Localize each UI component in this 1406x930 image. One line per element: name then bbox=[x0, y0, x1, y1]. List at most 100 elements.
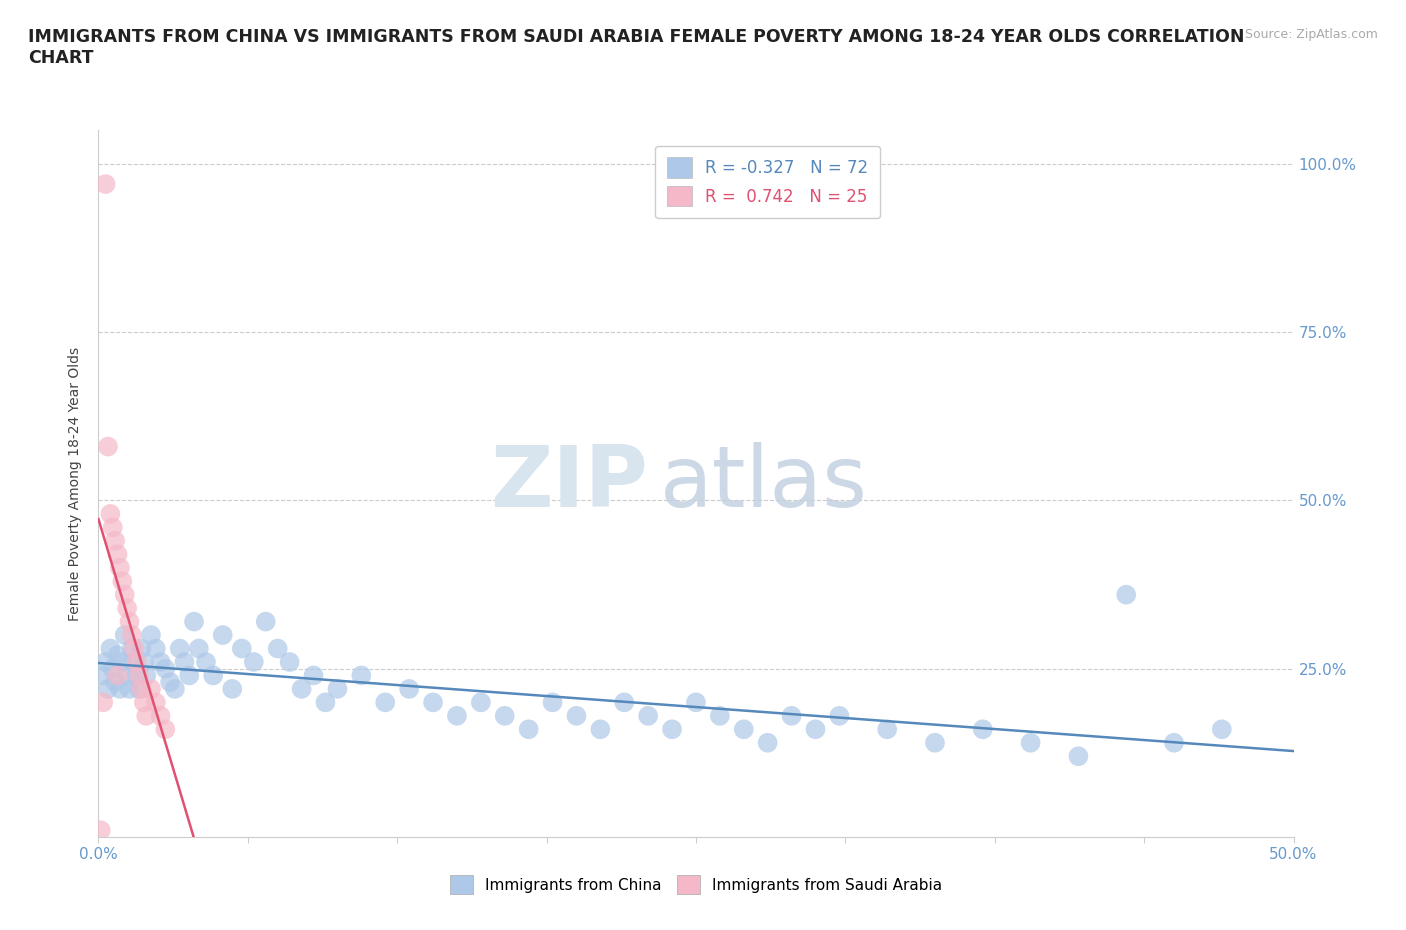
Point bbox=[326, 682, 349, 697]
Point bbox=[254, 614, 277, 629]
Point bbox=[115, 668, 138, 683]
Point bbox=[221, 682, 243, 697]
Point bbox=[121, 628, 143, 643]
Point bbox=[685, 695, 707, 710]
Point bbox=[111, 574, 134, 589]
Point bbox=[1019, 736, 1042, 751]
Point bbox=[231, 641, 253, 656]
Point bbox=[541, 695, 564, 710]
Text: ZIP: ZIP bbox=[491, 442, 648, 525]
Point bbox=[637, 709, 659, 724]
Point bbox=[972, 722, 994, 737]
Point bbox=[132, 655, 155, 670]
Point bbox=[94, 655, 117, 670]
Point bbox=[1067, 749, 1090, 764]
Point bbox=[517, 722, 540, 737]
Point bbox=[613, 695, 636, 710]
Point bbox=[422, 695, 444, 710]
Point bbox=[115, 601, 138, 616]
Point bbox=[291, 682, 314, 697]
Point bbox=[91, 695, 114, 710]
Point bbox=[149, 655, 172, 670]
Point bbox=[114, 587, 136, 602]
Point bbox=[169, 641, 191, 656]
Point bbox=[302, 668, 325, 683]
Text: atlas: atlas bbox=[661, 442, 868, 525]
Point bbox=[374, 695, 396, 710]
Point bbox=[125, 655, 148, 670]
Point bbox=[98, 641, 122, 656]
Point bbox=[183, 614, 205, 629]
Point bbox=[107, 547, 129, 562]
Y-axis label: Female Poverty Among 18-24 Year Olds: Female Poverty Among 18-24 Year Olds bbox=[69, 347, 83, 620]
Point bbox=[145, 641, 167, 656]
Point bbox=[107, 648, 129, 663]
Point bbox=[94, 177, 117, 192]
Point bbox=[128, 668, 150, 683]
Point bbox=[780, 709, 803, 724]
Point bbox=[828, 709, 851, 724]
Point bbox=[131, 641, 153, 656]
Point bbox=[124, 641, 146, 656]
Point bbox=[149, 709, 172, 724]
Point bbox=[173, 655, 195, 670]
Point bbox=[159, 675, 181, 690]
Point bbox=[104, 534, 127, 549]
Point bbox=[709, 709, 731, 724]
Text: IMMIGRANTS FROM CHINA VS IMMIGRANTS FROM SAUDI ARABIA FEMALE POVERTY AMONG 18-24: IMMIGRANTS FROM CHINA VS IMMIGRANTS FROM… bbox=[28, 28, 1244, 67]
Point bbox=[278, 655, 301, 670]
Point bbox=[118, 614, 141, 629]
Point bbox=[163, 682, 186, 697]
Point bbox=[350, 668, 373, 683]
Point bbox=[1211, 722, 1233, 737]
Point bbox=[195, 655, 218, 670]
Point bbox=[111, 655, 134, 670]
Point bbox=[114, 628, 136, 643]
Point bbox=[145, 695, 167, 710]
Point bbox=[98, 507, 122, 522]
Point bbox=[97, 682, 120, 697]
Point bbox=[132, 695, 155, 710]
Point bbox=[101, 661, 124, 676]
Point bbox=[135, 668, 157, 683]
Point bbox=[1163, 736, 1185, 751]
Point bbox=[733, 722, 755, 737]
Point bbox=[243, 655, 266, 670]
Point bbox=[139, 682, 162, 697]
Point bbox=[494, 709, 516, 724]
Point bbox=[211, 628, 233, 643]
Point bbox=[108, 682, 131, 697]
Point bbox=[121, 641, 143, 656]
Point bbox=[155, 661, 177, 676]
Point bbox=[179, 668, 201, 683]
Point bbox=[108, 560, 131, 575]
Point bbox=[924, 736, 946, 751]
Point bbox=[661, 722, 683, 737]
Point bbox=[804, 722, 827, 737]
Point bbox=[315, 695, 337, 710]
Point bbox=[876, 722, 898, 737]
Text: Source: ZipAtlas.com: Source: ZipAtlas.com bbox=[1244, 28, 1378, 41]
Point bbox=[131, 682, 153, 697]
Point bbox=[125, 668, 148, 683]
Point bbox=[589, 722, 612, 737]
Point bbox=[267, 641, 290, 656]
Legend: Immigrants from China, Immigrants from Saudi Arabia: Immigrants from China, Immigrants from S… bbox=[444, 870, 948, 900]
Point bbox=[90, 823, 112, 838]
Point bbox=[107, 668, 129, 683]
Point bbox=[446, 709, 468, 724]
Point bbox=[470, 695, 492, 710]
Point bbox=[756, 736, 779, 751]
Point bbox=[398, 682, 420, 697]
Point bbox=[155, 722, 177, 737]
Point bbox=[104, 675, 127, 690]
Point bbox=[565, 709, 588, 724]
Point bbox=[128, 682, 150, 697]
Point bbox=[139, 628, 162, 643]
Point bbox=[124, 655, 146, 670]
Point bbox=[97, 439, 120, 454]
Point bbox=[1115, 587, 1137, 602]
Point bbox=[187, 641, 209, 656]
Point bbox=[101, 520, 124, 535]
Point bbox=[91, 668, 114, 683]
